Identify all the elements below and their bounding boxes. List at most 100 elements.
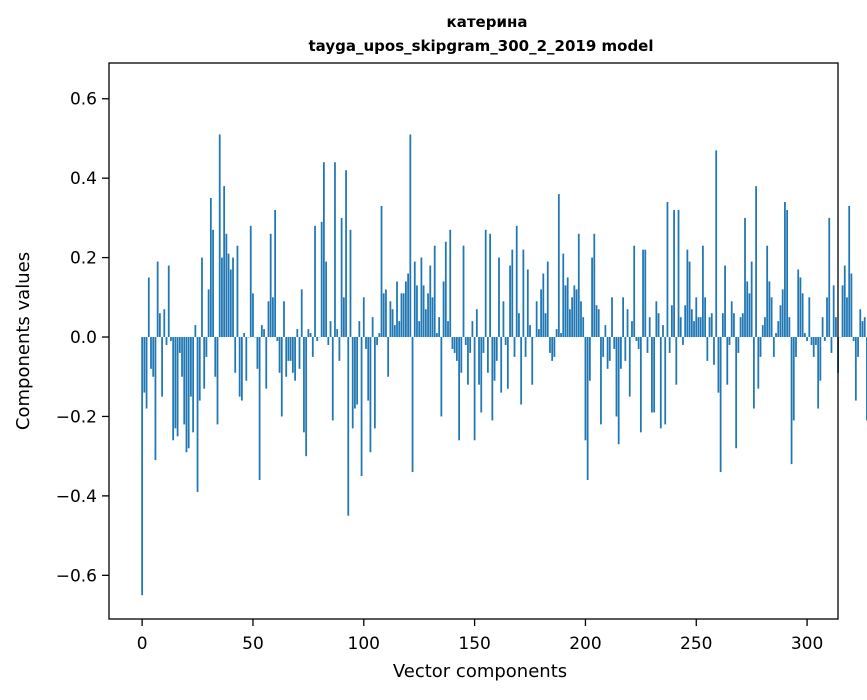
bar-266 — [731, 301, 733, 337]
bar-244 — [682, 337, 684, 345]
bar-108 — [381, 206, 383, 337]
bar-47 — [245, 337, 247, 381]
bar-272 — [744, 218, 746, 337]
bar-60 — [274, 210, 276, 337]
bar-89 — [339, 337, 341, 361]
bar-8 — [159, 313, 161, 337]
bar-40 — [230, 270, 232, 338]
bar-15 — [175, 337, 177, 428]
bar-300 — [806, 337, 808, 341]
bar-264 — [726, 337, 728, 385]
bar-226 — [642, 250, 644, 337]
bar-105 — [374, 337, 376, 428]
bar-82 — [323, 162, 325, 337]
bar-127 — [423, 285, 425, 337]
bar-109 — [383, 293, 385, 337]
y-tick-label-5: 0.4 — [70, 169, 97, 189]
bar-280 — [762, 325, 764, 337]
bar-58 — [270, 234, 272, 337]
bar-241 — [675, 337, 677, 385]
bar-277 — [755, 186, 757, 337]
bar-152 — [478, 337, 480, 385]
bar-185 — [551, 337, 553, 361]
bar-225 — [640, 337, 642, 432]
bar-326 — [864, 317, 866, 337]
bar-12 — [168, 266, 170, 337]
bar-115 — [396, 281, 398, 337]
bar-176 — [531, 337, 533, 385]
bar-200 — [585, 337, 587, 440]
bar-155 — [485, 230, 487, 337]
bar-134 — [438, 317, 440, 337]
bar-137 — [445, 242, 447, 337]
bar-39 — [228, 254, 230, 337]
bar-126 — [421, 258, 423, 337]
bar-325 — [862, 321, 864, 337]
bar-14 — [172, 337, 174, 440]
bar-110 — [385, 289, 387, 337]
bar-135 — [440, 337, 442, 416]
bar-99 — [361, 337, 363, 476]
bar-307 — [822, 317, 824, 337]
bar-118 — [403, 293, 405, 337]
bar-148 — [469, 337, 471, 353]
bar-71 — [299, 337, 301, 369]
bar-247 — [689, 262, 691, 337]
bar-28 — [203, 337, 205, 389]
bar-90 — [341, 218, 343, 337]
bar-213 — [613, 337, 615, 349]
bar-278 — [757, 337, 759, 389]
bar-94 — [350, 230, 352, 337]
bar-285 — [773, 337, 775, 357]
bar-324 — [859, 309, 861, 337]
bar-296 — [797, 270, 799, 338]
bar-102 — [367, 337, 369, 401]
bar-122 — [412, 337, 414, 472]
bar-265 — [729, 337, 731, 345]
bar-242 — [678, 210, 680, 337]
bar-117 — [401, 293, 403, 337]
x-tick-label-1: 50 — [242, 634, 264, 654]
bar-190 — [562, 254, 564, 337]
bar-91 — [343, 297, 345, 337]
bar-37 — [223, 186, 225, 337]
bar-301 — [808, 297, 810, 337]
bar-62 — [279, 337, 281, 373]
bar-260 — [718, 337, 720, 393]
bar-288 — [780, 305, 782, 337]
bar-231 — [653, 337, 655, 412]
bar-282 — [766, 246, 768, 337]
x-tick-label-5: 250 — [680, 634, 712, 654]
bar-151 — [476, 309, 478, 337]
bar-41 — [232, 258, 234, 337]
bar-121 — [409, 134, 411, 337]
bar-323 — [857, 337, 859, 357]
bar-219 — [627, 309, 629, 337]
bar-275 — [751, 262, 753, 337]
bar-240 — [673, 210, 675, 337]
bar-103 — [370, 337, 372, 452]
bar-309 — [826, 297, 828, 337]
bar-294 — [793, 337, 795, 420]
bar-70 — [296, 329, 298, 337]
bar-276 — [753, 337, 755, 408]
bar-142 — [456, 337, 458, 361]
bar-252 — [700, 317, 702, 337]
bar-45 — [241, 337, 243, 401]
bar-116 — [398, 321, 400, 337]
bar-175 — [529, 325, 531, 337]
bar-141 — [454, 337, 456, 353]
bar-76 — [310, 333, 312, 337]
bar-235 — [662, 325, 664, 337]
bar-100 — [363, 297, 365, 337]
bar-204 — [593, 234, 595, 337]
bar-139 — [449, 230, 451, 337]
bar-138 — [447, 321, 449, 337]
bar-207 — [600, 337, 602, 424]
bar-193 — [569, 309, 571, 337]
bar-55 — [263, 329, 265, 337]
bar-209 — [604, 325, 606, 337]
bar-253 — [702, 246, 704, 337]
bar-68 — [292, 337, 294, 373]
